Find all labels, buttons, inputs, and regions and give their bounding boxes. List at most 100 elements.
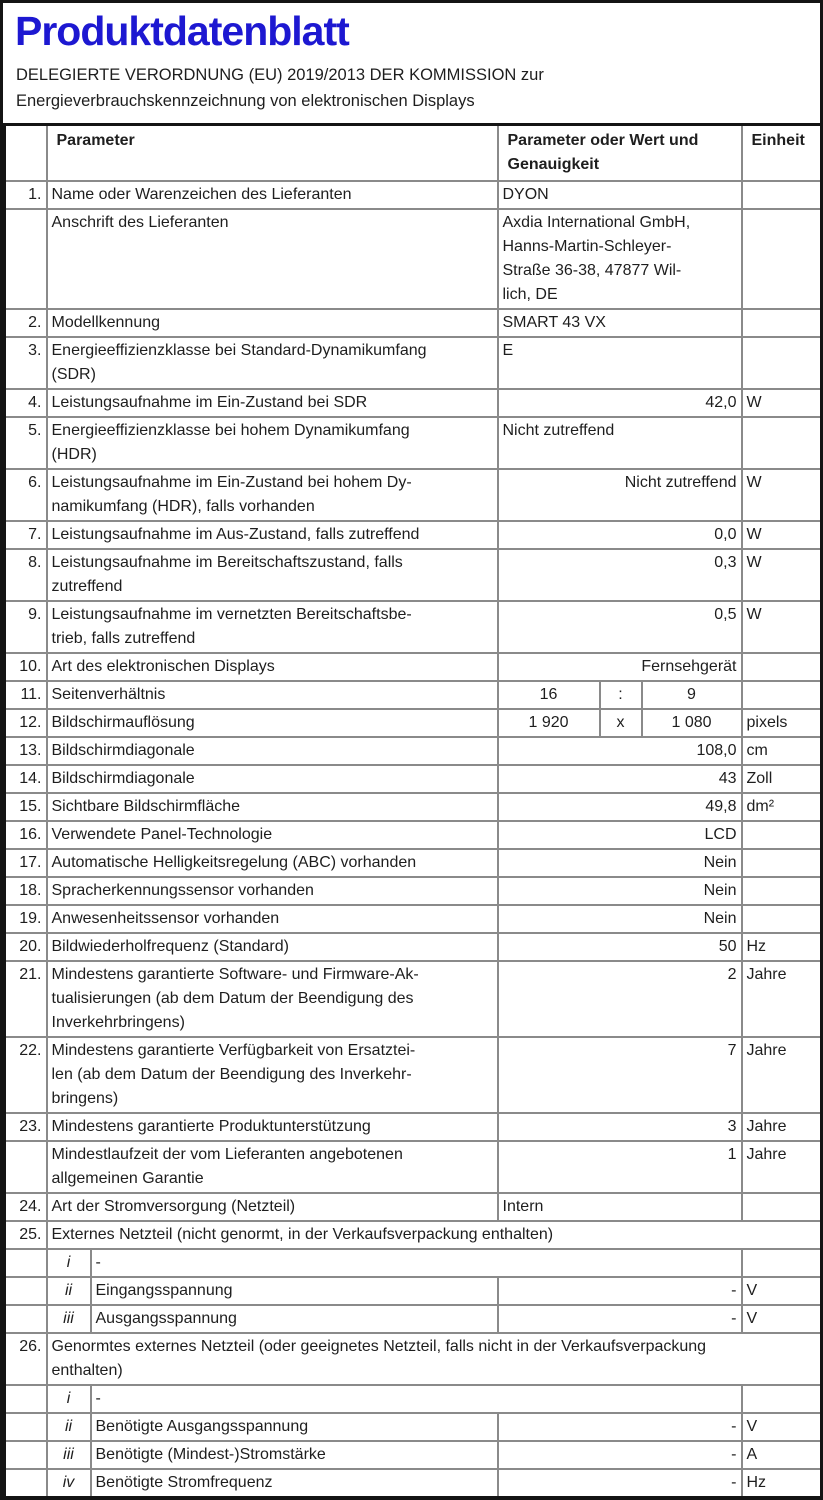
- value-cell: 43: [496, 764, 743, 794]
- value-cell: Nicht zutreffend: [496, 416, 743, 470]
- row-number-cell: 24.: [3, 1192, 48, 1222]
- table-row: 11. Seitenverhältnis 16:9: [3, 680, 820, 710]
- table-row: iii Benötigte (Mindest-)Stromstärke - A: [3, 1440, 820, 1470]
- parameter-cell: Bildwiederholfrequenz (Standard): [45, 932, 499, 962]
- table-row: 3. Energieeffizienzklasse bei Standard-Dy…: [3, 336, 820, 390]
- table-row: 16. Verwendete Panel-Technologie LCD: [3, 820, 820, 850]
- value-cell: 3: [496, 1112, 743, 1142]
- unit-cell: Jahre: [740, 1140, 820, 1194]
- value-cell: 7: [496, 1036, 743, 1114]
- table-row: 22. Mindestens garantierte Verfügbarkeit …: [3, 1036, 820, 1114]
- parameter-cell: Mindestlaufzeit der vom Lieferanten ange…: [45, 1140, 499, 1194]
- parameter-cell: Leistungsaufnahme im Aus-Zustand, falls …: [45, 520, 499, 550]
- table-row: 6. Leistungsaufnahme im Ein-Zustand bei h…: [3, 468, 820, 522]
- unit-cell: [740, 180, 820, 210]
- row-number-cell: 10.: [3, 652, 48, 682]
- table-row: i-: [3, 1384, 820, 1414]
- sub-index-cell: iii: [45, 1304, 92, 1334]
- value-cell: Nein: [496, 876, 743, 906]
- parameter-cell: Benötigte (Mindest-)Stromstärke: [89, 1440, 499, 1470]
- parameter-cell: Bildschirmdiagonale: [45, 764, 499, 794]
- parameter-cell: Leistungsaufnahme im Bereitschaftszustan…: [45, 548, 499, 602]
- unit-cell: Jahre: [740, 960, 820, 1038]
- value-cell: -: [496, 1304, 743, 1334]
- value-cell: SMART 43 VX: [496, 308, 743, 338]
- row-number-cell: [3, 1248, 48, 1278]
- sub-index-cell: iii: [45, 1440, 92, 1470]
- table-row: 18. Spracherkennungssensor vorhanden Nein: [3, 876, 820, 906]
- parameter-cell: Benötigte Stromfrequenz: [89, 1468, 499, 1497]
- unit-cell: Zoll: [740, 764, 820, 794]
- unit-cell: [740, 652, 820, 682]
- row-number-cell: 3.: [3, 336, 48, 390]
- table-row: 20. Bildwiederholfrequenz (Standard) 50 Hz: [3, 932, 820, 962]
- parameter-cell: Bildschirmdiagonale: [45, 736, 499, 766]
- parameter-cell: Modellkennung: [45, 308, 499, 338]
- row-number-cell: 4.: [3, 388, 48, 418]
- page-title: Produktdatenblatt: [15, 8, 350, 54]
- parameter-cell: Automatische Helligkeitsregelung (ABC) v…: [45, 848, 499, 878]
- table-row: 23. Mindestens garantierte Produktunterst…: [3, 1112, 820, 1142]
- parameter-cell: Anschrift des Lieferanten: [45, 208, 499, 310]
- parameter-cell: Energieeffizienzklasse bei hohem Dynamik…: [45, 416, 499, 470]
- value-cell: Nicht zutreffend: [496, 468, 743, 522]
- unit-cell: [740, 208, 820, 310]
- row-number-cell: 5.: [3, 416, 48, 470]
- unit-cell: [740, 416, 820, 470]
- parameter-cell: Bildschirmauflösung: [45, 708, 499, 738]
- row-number-cell: 11.: [3, 680, 48, 710]
- row-number-cell: [3, 1412, 48, 1442]
- value-separator-cell: x: [598, 708, 643, 738]
- table-row: ii Eingangsspannung - V: [3, 1276, 820, 1306]
- header-unit-cell: Einheit: [740, 123, 820, 182]
- value-cell: Axdia International GmbH, Hanns-Martin-S…: [496, 208, 743, 310]
- row-number-cell: 16.: [3, 820, 48, 850]
- parameter-cell: Benötigte Ausgangsspannung: [89, 1412, 499, 1442]
- unit-cell: [740, 1248, 820, 1278]
- parameter-cell: Art der Stromversorgung (Netzteil): [45, 1192, 499, 1222]
- parameter-cell: Mindestens garantierte Software- und Fir…: [45, 960, 499, 1038]
- unit-cell: V: [740, 1276, 820, 1306]
- section-header-cell: Genormtes externes Netzteil (oder geeign…: [45, 1332, 820, 1386]
- parameter-cell: Verwendete Panel-Technologie: [45, 820, 499, 850]
- table-row: iv Benötigte Stromfrequenz - Hz: [3, 1468, 820, 1497]
- table-row: 17. Automatische Helligkeitsregelung (ABC…: [3, 848, 820, 878]
- parameter-cell: Mindestens garantierte Produktunterstütz…: [45, 1112, 499, 1142]
- table-row: 8. Leistungsaufnahme im Bereitschaftszust…: [3, 548, 820, 602]
- unit-cell: V: [740, 1412, 820, 1442]
- parameter-cell: Spracherkennungssensor vorhanden: [45, 876, 499, 906]
- table-row: Mindestlaufzeit der vom Lieferanten ange…: [3, 1140, 820, 1194]
- table-row: 9. Leistungsaufnahme im vernetzten Bereit…: [3, 600, 820, 654]
- unit-cell: W: [740, 388, 820, 418]
- parameter-cell: Leistungsaufnahme im Ein-Zustand bei hoh…: [45, 468, 499, 522]
- row-number-cell: [3, 1304, 48, 1334]
- masthead: Produktdatenblatt DELEGIERTE VERORDNUNG …: [3, 3, 820, 123]
- row-number-cell: 19.: [3, 904, 48, 934]
- section-header-cell: Externes Netzteil (nicht genormt, in der…: [45, 1220, 820, 1250]
- table-row: 4. Leistungsaufnahme im Ein-Zustand bei S…: [3, 388, 820, 418]
- row-number-cell: 1.: [3, 180, 48, 210]
- row-number-cell: 13.: [3, 736, 48, 766]
- value-cell: 0,3: [496, 548, 743, 602]
- table-row: 1. Name oder Warenzeichen des Lieferanten…: [3, 180, 820, 210]
- unit-cell: [740, 308, 820, 338]
- unit-cell: W: [740, 520, 820, 550]
- parameter-cell: Leistungsaufnahme im vernetzten Bereitsc…: [45, 600, 499, 654]
- value-cell: -: [496, 1468, 743, 1497]
- value-part1-cell: 1 920: [496, 708, 601, 738]
- row-number-cell: 21.: [3, 960, 48, 1038]
- row-number-cell: 15.: [3, 792, 48, 822]
- value-cell: -: [496, 1276, 743, 1306]
- row-number-cell: 2.: [3, 308, 48, 338]
- value-cell: 1: [496, 1140, 743, 1194]
- value-cell: -: [496, 1412, 743, 1442]
- table-row: 24. Art der Stromversorgung (Netzteil) Int…: [3, 1192, 820, 1222]
- value-cell: DYON: [496, 180, 743, 210]
- row-number-cell: 12.: [3, 708, 48, 738]
- table-row: 14. Bildschirmdiagonale 43 Zoll: [3, 764, 820, 794]
- value-cell: Nein: [496, 904, 743, 934]
- row-number-cell: 7.: [3, 520, 48, 550]
- table-row: 15. Sichtbare Bildschirmfläche 49,8 dm²: [3, 792, 820, 822]
- value-cell: E: [496, 336, 743, 390]
- unit-cell: [740, 820, 820, 850]
